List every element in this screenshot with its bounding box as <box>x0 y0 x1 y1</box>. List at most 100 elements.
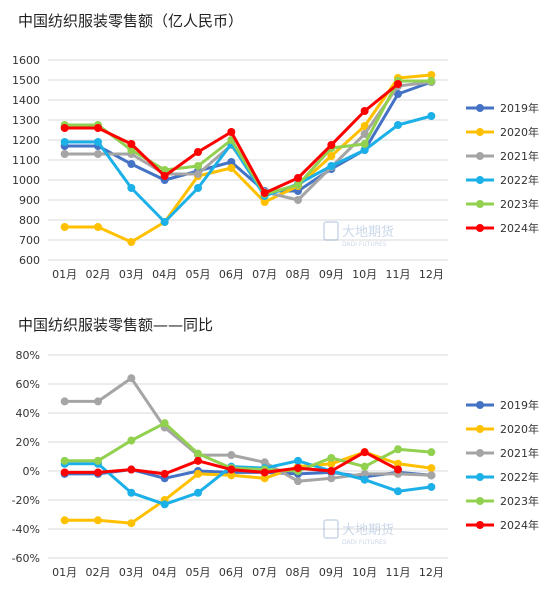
chart2-title: 中国纺织服装零售额——同比 <box>18 316 214 334</box>
legend-marker <box>476 128 484 136</box>
data-point <box>294 477 302 486</box>
data-point <box>394 487 402 496</box>
legend-entry: 2024年 <box>466 518 539 532</box>
watermark-sub: DADI FUTURES <box>342 241 387 248</box>
legend-entry: 2020年 <box>466 422 539 436</box>
x-tick-label: 04月 <box>152 268 177 281</box>
data-point <box>160 419 169 428</box>
data-point <box>127 436 136 445</box>
data-point <box>227 451 236 460</box>
y-tick-label: 20% <box>16 436 40 449</box>
legend-marker <box>476 521 484 529</box>
data-point <box>194 148 202 156</box>
data-point <box>360 140 369 148</box>
x-tick-label: 01月 <box>52 566 77 579</box>
data-point <box>327 162 336 170</box>
data-point <box>94 223 102 231</box>
legend-marker <box>476 449 484 457</box>
legend-marker <box>476 425 484 433</box>
data-point <box>194 469 202 478</box>
data-point <box>327 474 336 483</box>
y-tick-label: 1200 <box>12 134 40 147</box>
y-tick-label: 0% <box>23 465 40 478</box>
x-tick-label: 05月 <box>186 268 211 281</box>
y-tick-label: 1000 <box>12 174 40 187</box>
y-tick-label: 600 <box>19 254 40 267</box>
data-point <box>227 158 236 166</box>
legend-label: 2023年 <box>500 197 539 211</box>
data-point <box>394 121 402 129</box>
data-point <box>360 130 369 138</box>
data-point <box>60 397 69 406</box>
data-point <box>260 198 269 206</box>
y-tick-label: -20% <box>12 494 40 507</box>
data-point <box>294 464 302 473</box>
y-tick-label: 1100 <box>12 154 40 167</box>
x-tick-label: 10月 <box>352 268 377 281</box>
x-tick-label: 07月 <box>252 566 277 579</box>
x-tick-label: 08月 <box>286 566 311 579</box>
y-tick-label: 1400 <box>12 94 40 107</box>
data-point <box>427 482 436 491</box>
data-point <box>60 468 69 477</box>
watermark-name: 大地期货 <box>342 522 394 538</box>
data-point <box>294 196 302 204</box>
watermark-logo-icon <box>323 221 339 241</box>
data-point <box>60 124 69 132</box>
legend-marker <box>476 401 484 409</box>
data-point <box>394 80 402 88</box>
x-tick-label: 12月 <box>419 268 444 281</box>
series-line-2019年 <box>64 80 432 193</box>
data-point <box>427 71 436 79</box>
legend-label: 2019年 <box>500 101 539 115</box>
data-point <box>94 516 102 525</box>
data-point <box>127 160 136 168</box>
legend-entry: 2023年 <box>466 197 539 211</box>
data-point <box>94 124 102 132</box>
legend-entry: 2021年 <box>466 446 539 460</box>
data-point <box>94 150 102 158</box>
data-point <box>60 223 69 231</box>
x-tick-label: 10月 <box>352 566 377 579</box>
data-point <box>327 467 336 475</box>
y-tick-label: 900 <box>19 194 40 207</box>
data-point <box>127 488 136 497</box>
data-point <box>194 488 202 497</box>
data-point <box>94 468 102 477</box>
legend-entry: 2024年 <box>466 221 539 235</box>
data-point <box>194 449 202 458</box>
series-line-2020年 <box>64 450 432 525</box>
data-point <box>427 112 436 120</box>
x-tick-label: 02月 <box>86 566 111 579</box>
x-tick-label: 09月 <box>319 268 344 281</box>
watermark-logo-icon <box>323 519 339 539</box>
x-tick-label: 05月 <box>186 566 211 579</box>
legend-label: 2024年 <box>500 518 539 532</box>
chart2-svg: -60% -40% -20% 0% 20% 40% 60% 80% 01月 02月 03月 04月 05… <box>12 349 539 579</box>
data-point <box>60 456 69 465</box>
legend-marker <box>476 473 484 481</box>
y-tick-label: 1300 <box>12 114 40 127</box>
x-tick-label: 11月 <box>386 268 411 281</box>
data-point <box>94 138 102 146</box>
legend-label: 2022年 <box>500 173 539 187</box>
series-line-2021年 <box>64 376 432 483</box>
y-tick-label: 40% <box>16 407 40 420</box>
data-point <box>360 462 369 471</box>
legend-marker <box>476 152 484 160</box>
series-line-2022年 <box>64 459 432 506</box>
x-tick-label: 09月 <box>319 566 344 579</box>
y-tick-label: -40% <box>12 523 40 536</box>
data-point <box>160 500 169 509</box>
data-point <box>394 459 402 468</box>
legend-label: 2024年 <box>500 221 539 235</box>
data-point <box>60 150 69 158</box>
legend-label: 2023年 <box>500 494 539 508</box>
data-point <box>394 465 402 474</box>
data-point <box>160 172 169 180</box>
legend-label: 2021年 <box>500 446 539 460</box>
watermark-sub: DADI FUTURES <box>342 539 387 546</box>
data-point <box>427 471 436 480</box>
